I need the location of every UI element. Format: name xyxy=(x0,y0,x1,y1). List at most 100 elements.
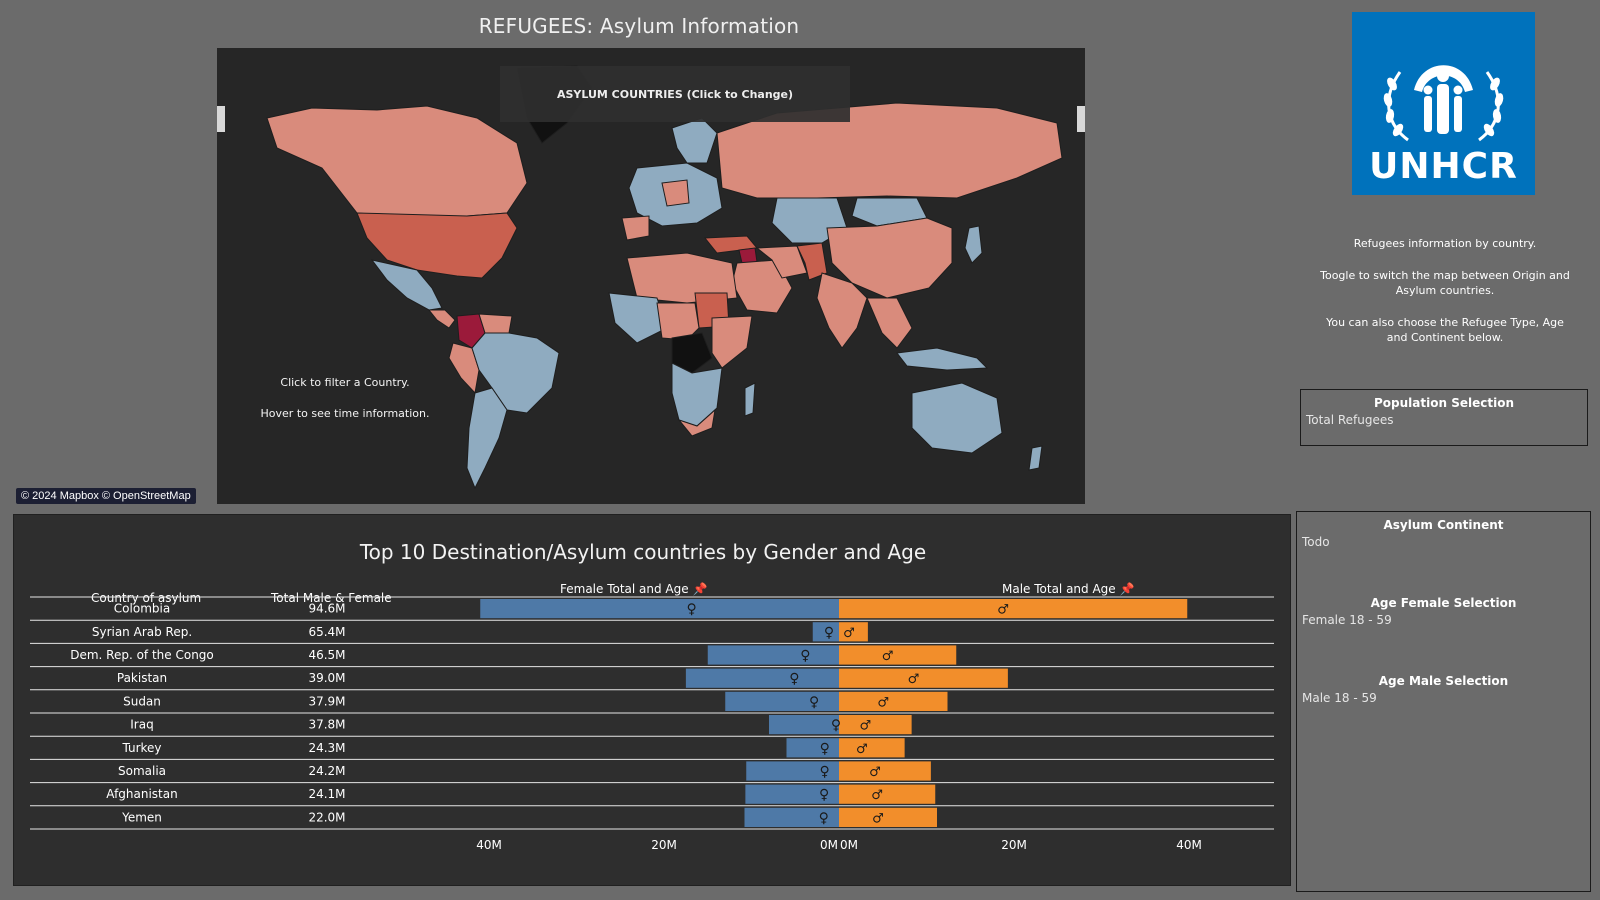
top10-chart-panel: Top 10 Destination/Asylum countries by G… xyxy=(13,514,1291,886)
country-label: Colombia xyxy=(114,602,170,616)
female-bar[interactable] xyxy=(745,784,839,804)
male-bar[interactable] xyxy=(839,784,936,804)
female-symbol-icon: ♀ xyxy=(800,648,810,664)
country-central-america[interactable] xyxy=(427,309,456,329)
country-syria[interactable] xyxy=(738,247,758,264)
male-symbol-icon: ♂ xyxy=(882,649,894,664)
country-mexico[interactable] xyxy=(370,259,443,311)
country-iran[interactable] xyxy=(755,245,808,279)
map-hint-filter: Click to filter a Country. xyxy=(280,376,410,389)
info-line-1: Refugees information by country. xyxy=(1353,237,1537,250)
country-new-zealand[interactable] xyxy=(1028,445,1043,471)
country-south-africa[interactable] xyxy=(677,408,716,437)
age-female-value[interactable]: Female 18 - 59 xyxy=(1302,613,1392,627)
population-selection-filter[interactable]: Population Selection Total Refugees xyxy=(1300,389,1588,446)
country-west-africa[interactable] xyxy=(608,292,668,344)
country-drc[interactable] xyxy=(671,332,713,374)
male-bar[interactable] xyxy=(839,622,868,642)
male-axis-tick: 20M xyxy=(1001,838,1027,852)
female-bar[interactable] xyxy=(707,645,839,665)
female-bar[interactable] xyxy=(480,599,839,619)
country-germany[interactable] xyxy=(661,179,690,207)
col-header-country: Country of asylum xyxy=(91,591,202,605)
country-australia[interactable] xyxy=(911,382,1003,454)
country-east-africa[interactable] xyxy=(711,315,753,369)
male-symbol-icon: ♂ xyxy=(843,626,855,641)
asylum-continent-value[interactable]: Todo xyxy=(1302,535,1330,549)
country-se-asia[interactable] xyxy=(866,297,913,349)
country-southern-cone[interactable] xyxy=(466,387,508,490)
pin-icon[interactable]: 📌 xyxy=(692,582,708,596)
info-line-3: You can also choose the Refugee Type, Ag… xyxy=(1326,316,1564,344)
male-bar[interactable] xyxy=(839,761,931,781)
country-china[interactable] xyxy=(826,217,953,299)
logo-text: UNHCR xyxy=(1369,146,1518,187)
female-bar[interactable] xyxy=(746,761,839,781)
filters-panel: Asylum Continent Todo Age Female Selecti… xyxy=(1296,511,1591,892)
total-label: 24.2M xyxy=(308,764,345,778)
col-header-female: Female Total and Age 📌 xyxy=(560,582,708,596)
male-bar[interactable] xyxy=(839,691,948,711)
male-bar[interactable] xyxy=(839,668,1008,688)
country-japan[interactable] xyxy=(964,225,983,264)
female-bar[interactable] xyxy=(812,622,839,642)
female-symbol-icon: ♀ xyxy=(820,741,830,757)
total-label: 24.1M xyxy=(308,787,345,801)
country-indonesia[interactable] xyxy=(896,347,989,371)
total-label: 39.0M xyxy=(308,671,345,685)
country-madagascar[interactable] xyxy=(744,382,756,417)
country-label: Sudan xyxy=(123,694,161,708)
country-canada[interactable] xyxy=(266,105,528,217)
country-label: Pakistan xyxy=(117,671,167,685)
map-attribution[interactable]: © 2024 Mapbox © OpenStreetMap xyxy=(16,488,196,504)
chart-title: Top 10 Destination/Asylum countries by G… xyxy=(359,540,927,564)
population-selection-title: Population Selection xyxy=(1374,396,1514,410)
male-bar[interactable] xyxy=(839,807,937,827)
male-bar[interactable] xyxy=(839,599,1188,619)
world-map[interactable]: ASYLUM COUNTRIES (Click to Change) Click… xyxy=(217,48,1085,504)
female-bar[interactable] xyxy=(769,715,839,735)
asylum-continent-title: Asylum Continent xyxy=(1383,518,1504,532)
male-symbol-icon: ♂ xyxy=(859,719,871,734)
col-header-male-label: Male Total and Age xyxy=(1002,582,1116,596)
dashboard-title: REFUGEES: Asylum Information xyxy=(478,14,800,38)
male-symbol-icon: ♂ xyxy=(856,742,868,757)
info-line-2: Toogle to switch the map between Origin … xyxy=(1320,269,1570,297)
country-brazil[interactable] xyxy=(471,332,560,414)
male-bar[interactable] xyxy=(839,738,905,758)
female-bar[interactable] xyxy=(725,691,839,711)
unhcr-emblem-icon xyxy=(1383,65,1504,142)
country-iberia[interactable] xyxy=(621,215,650,241)
population-selection-value[interactable]: Total Refugees xyxy=(1306,413,1394,427)
asylum-origin-toggle[interactable]: ASYLUM COUNTRIES (Click to Change) xyxy=(500,66,850,122)
female-axis-tick: 40M xyxy=(476,838,502,852)
country-russia[interactable] xyxy=(716,102,1063,199)
col-header-female-label: Female Total and Age xyxy=(560,582,689,596)
female-symbol-icon: ♀ xyxy=(824,625,834,641)
total-label: 37.8M xyxy=(308,718,345,732)
country-label: Afghanistan xyxy=(106,787,177,801)
country-india[interactable] xyxy=(816,272,868,349)
female-bar[interactable] xyxy=(744,807,840,827)
female-bar[interactable] xyxy=(786,738,840,758)
total-label: 46.5M xyxy=(308,648,345,662)
male-bar[interactable] xyxy=(839,645,957,665)
pin-icon[interactable]: 📌 xyxy=(1119,582,1135,596)
country-label: Somalia xyxy=(118,764,166,778)
male-axis-tick: 0M xyxy=(840,838,858,852)
female-symbol-icon: ♀ xyxy=(686,602,696,618)
country-usa[interactable] xyxy=(356,212,518,279)
country-label: Yemen xyxy=(121,810,162,824)
male-symbol-icon: ♂ xyxy=(872,811,884,826)
age-male-value[interactable]: Male 18 - 59 xyxy=(1302,691,1377,705)
col-header-male: Male Total and Age 📌 xyxy=(1002,582,1135,596)
total-label: 22.0M xyxy=(308,810,345,824)
male-bar[interactable] xyxy=(839,715,912,735)
female-bar[interactable] xyxy=(685,668,839,688)
unhcr-logo: UNHCR xyxy=(1352,12,1535,195)
male-symbol-icon: ♂ xyxy=(877,695,889,710)
female-symbol-icon: ♀ xyxy=(809,694,819,710)
gender-bar-chart[interactable]: Colombia 94.6M ♀ ♂ Syrian Arab Rep. 65.4M ♀ ♂ De… xyxy=(14,515,1292,887)
country-venezuela[interactable] xyxy=(478,313,513,334)
female-axis-tick: 0M xyxy=(820,838,838,852)
